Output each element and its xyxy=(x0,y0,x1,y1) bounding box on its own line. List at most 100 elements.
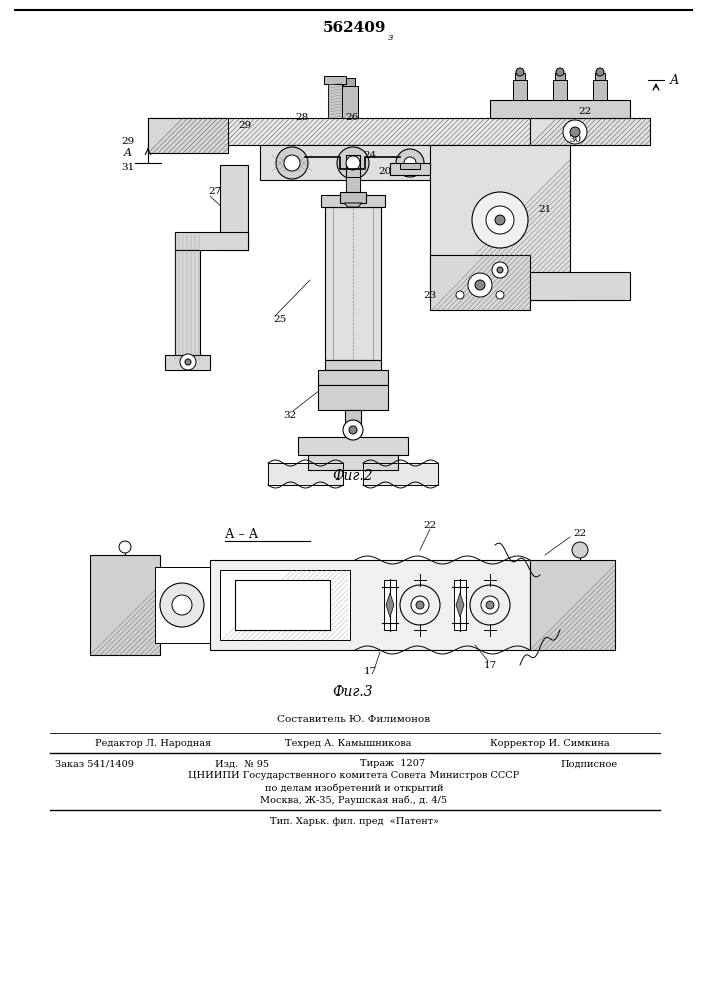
Text: Заказ 541/1409: Заказ 541/1409 xyxy=(55,760,134,768)
Text: 22: 22 xyxy=(573,528,587,538)
Text: 17: 17 xyxy=(484,660,496,670)
Text: з: з xyxy=(387,32,392,41)
Bar xyxy=(328,78,342,118)
Text: 29: 29 xyxy=(238,121,252,130)
Bar xyxy=(325,360,381,370)
Bar xyxy=(321,195,385,207)
Text: А: А xyxy=(670,74,679,87)
Text: ЦНИИПИ Государственного комитета Совета Министров СССР: ЦНИИПИ Государственного комитета Совета … xyxy=(188,772,520,780)
Bar xyxy=(148,118,600,145)
Circle shape xyxy=(160,583,204,627)
Bar xyxy=(390,163,430,175)
Bar xyxy=(318,385,388,410)
Polygon shape xyxy=(386,593,394,617)
Circle shape xyxy=(119,541,131,553)
Circle shape xyxy=(180,354,196,370)
Bar xyxy=(346,155,360,195)
Text: 31: 31 xyxy=(122,162,134,172)
Bar xyxy=(345,410,361,425)
Text: 21: 21 xyxy=(538,206,551,215)
Bar xyxy=(400,163,420,169)
Bar xyxy=(175,232,248,250)
Bar xyxy=(553,80,567,100)
Circle shape xyxy=(596,68,604,76)
Circle shape xyxy=(486,601,494,609)
Circle shape xyxy=(404,157,416,169)
Bar xyxy=(260,145,460,180)
Text: Редактор Л. Народная: Редактор Л. Народная xyxy=(95,738,211,748)
Bar xyxy=(308,455,398,470)
Bar xyxy=(318,370,388,385)
Text: 562409: 562409 xyxy=(322,21,386,35)
Bar xyxy=(555,73,565,80)
Text: по делам изобретений и открытий: по делам изобретений и открытий xyxy=(264,783,443,793)
Circle shape xyxy=(570,127,580,137)
Circle shape xyxy=(495,215,505,225)
Text: 22: 22 xyxy=(578,106,592,115)
Circle shape xyxy=(492,262,508,278)
Circle shape xyxy=(475,280,485,290)
Text: Составитель Ю. Филимонов: Составитель Ю. Филимонов xyxy=(277,716,431,724)
Text: 28: 28 xyxy=(296,113,309,122)
Bar xyxy=(220,165,248,250)
Circle shape xyxy=(481,596,499,614)
Text: 32: 32 xyxy=(284,410,297,420)
Polygon shape xyxy=(363,463,438,485)
Circle shape xyxy=(411,596,429,614)
Circle shape xyxy=(470,585,510,625)
Text: Фиг.3: Фиг.3 xyxy=(333,685,373,699)
Text: 22: 22 xyxy=(423,520,437,530)
Bar xyxy=(513,80,527,100)
Circle shape xyxy=(337,147,369,179)
Bar xyxy=(530,272,630,300)
Bar xyxy=(490,100,630,118)
Circle shape xyxy=(456,291,464,299)
Bar xyxy=(148,118,228,153)
Bar xyxy=(530,118,650,145)
Bar xyxy=(530,560,615,650)
Polygon shape xyxy=(384,580,396,630)
Bar xyxy=(325,207,381,360)
Text: А – А: А – А xyxy=(225,528,258,542)
Circle shape xyxy=(349,426,357,434)
Bar xyxy=(595,73,605,80)
Polygon shape xyxy=(268,463,343,485)
Text: 25: 25 xyxy=(274,316,286,324)
Bar xyxy=(343,78,355,86)
Bar xyxy=(165,355,210,370)
Circle shape xyxy=(563,120,587,144)
Text: 24: 24 xyxy=(363,150,377,159)
Bar xyxy=(298,437,408,455)
Text: 27: 27 xyxy=(209,188,221,196)
Bar xyxy=(430,255,530,310)
Circle shape xyxy=(572,542,588,558)
Circle shape xyxy=(486,206,514,234)
Bar xyxy=(210,560,530,650)
Polygon shape xyxy=(456,593,464,617)
Text: Тип. Харьк. фил. пред  «Патент»: Тип. Харьк. фил. пред «Патент» xyxy=(269,818,438,826)
Text: 26: 26 xyxy=(346,112,358,121)
Text: 29: 29 xyxy=(122,137,134,146)
Text: Техред А. Камышникова: Техред А. Камышникова xyxy=(285,738,411,748)
Bar xyxy=(324,76,346,84)
Circle shape xyxy=(468,273,492,297)
Circle shape xyxy=(185,359,191,365)
Text: Москва, Ж-35, Раушская наб., д. 4/5: Москва, Ж-35, Раушская наб., д. 4/5 xyxy=(260,795,448,805)
Text: 23: 23 xyxy=(423,290,437,300)
Circle shape xyxy=(496,291,504,299)
Text: Подписное: Подписное xyxy=(560,760,617,768)
Bar xyxy=(430,145,570,300)
Circle shape xyxy=(472,192,528,248)
Text: Изд.  № 95: Изд. № 95 xyxy=(215,760,269,768)
Circle shape xyxy=(497,267,503,273)
Bar xyxy=(593,80,607,100)
Circle shape xyxy=(346,156,360,170)
Text: 17: 17 xyxy=(363,668,377,676)
Circle shape xyxy=(416,601,424,609)
Text: Фиг.2: Фиг.2 xyxy=(333,469,373,483)
Text: 30: 30 xyxy=(568,135,582,144)
Bar xyxy=(346,177,360,192)
Bar xyxy=(175,250,200,360)
Circle shape xyxy=(516,68,524,76)
Circle shape xyxy=(343,420,363,440)
